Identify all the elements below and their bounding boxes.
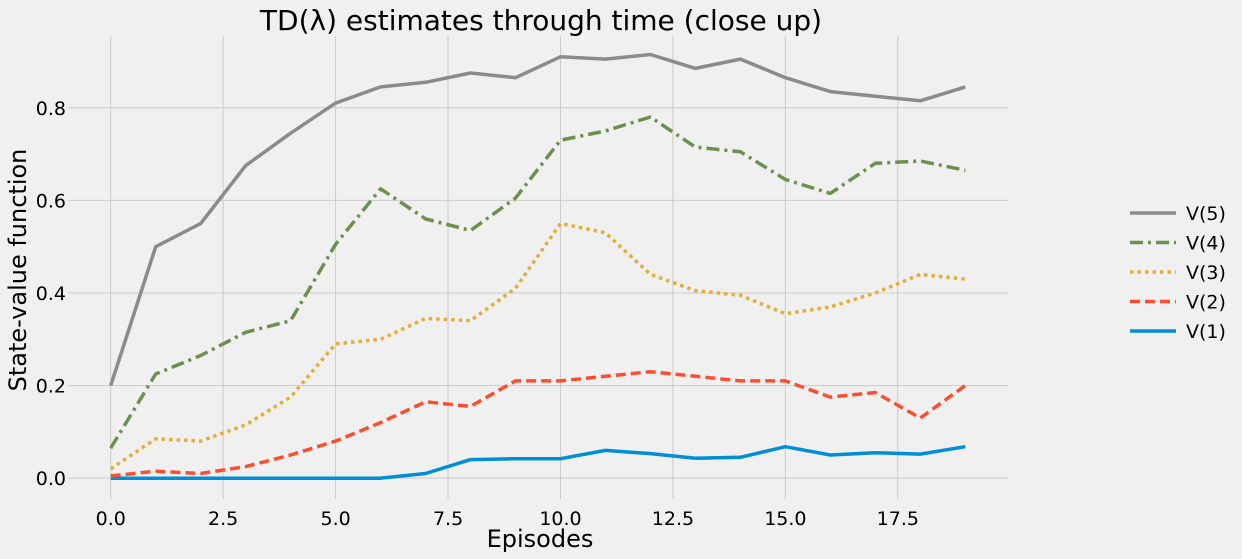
x-axis-label: Episodes [487,525,594,553]
x-axis-ticks: 0.0 2.5 5.0 7.5 10.0 12.5 15.0 17.5 [96,508,919,530]
x-tick-label: 17.5 [877,508,919,530]
legend-label: V(5) [1186,203,1226,225]
chart-title: TD(λ) estimates through time (close up) [259,4,822,37]
x-tick-label: 12.5 [652,508,694,530]
legend-label: V(1) [1186,321,1226,343]
y-tick-label: 0.6 [36,190,66,212]
x-tick-label: 5.0 [320,508,350,530]
series-line-V(5) [109,52,966,387]
grid [68,36,1008,499]
x-tick-label: 2.5 [208,508,238,530]
legend-label: V(4) [1186,233,1226,255]
y-axis-ticks: 0.0 0.2 0.4 0.6 0.8 [36,98,66,490]
x-tick-label: 0.0 [96,508,126,530]
legend-label: V(2) [1186,292,1226,314]
y-tick-label: 0.2 [36,376,66,398]
legend: V(5) V(4) V(3) V(2) V(1) [1130,203,1226,343]
series-line-V(3) [109,221,966,471]
series-line-V(4) [109,115,966,450]
x-tick-label: 10.0 [539,508,581,530]
legend-label: V(3) [1186,262,1226,284]
x-tick-label: 7.5 [433,508,463,530]
y-tick-label: 0.8 [36,98,66,120]
y-tick-label: 0.0 [36,468,66,490]
y-tick-label: 0.4 [36,283,66,305]
series-line-V(1) [110,444,966,480]
y-axis-label: State-value function [4,149,32,392]
x-tick-label: 15.0 [764,508,806,530]
series-lines [109,52,967,480]
series-line-V(2) [110,369,967,478]
